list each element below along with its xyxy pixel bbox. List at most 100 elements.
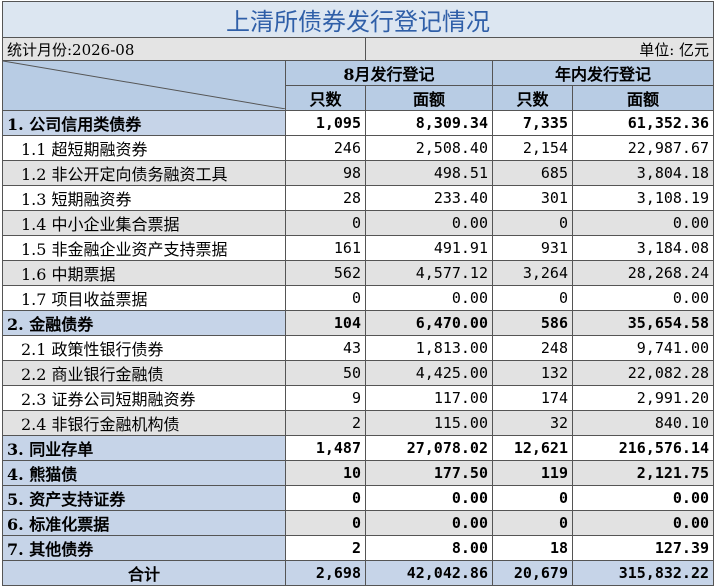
cell: 8.00 [365,535,493,561]
cell: 6,470.00 [365,310,493,336]
cell: 132 [492,360,573,386]
row-label: 1.6 中期票据 [2,260,286,286]
cell: 0 [285,210,366,236]
row-label: 5. 资产支持证券 [2,485,286,511]
group-header: 年内发行登记 [491,60,715,86]
cell: 0 [492,510,573,536]
row: 2.4 非银行金融机构债 2 115.00 32 840.10 [2,410,715,436]
col-header: 面额 [365,85,493,111]
row-label: 2.1 政策性银行债券 [2,335,286,361]
cell: 2 [285,535,366,561]
cell: 9,741.00 [571,335,715,361]
cell: 61,352.36 [571,110,715,136]
row: 1.7 项目收益票据 0 0.00 0 0.00 [2,285,715,311]
cell: 931 [492,235,573,261]
col-header: 只数 [492,85,573,111]
row: 1.3 短期融资券 28 233.40 301 3,108.19 [2,185,715,211]
corner [2,60,286,111]
cell: 315,832.22 [571,560,715,586]
cell: 216,576.14 [571,435,715,461]
period: 统计月份:2026-08 [2,37,366,61]
row: 合计 2,698 42,042.86 20,679 315,832.22 [2,560,715,586]
row: 7. 其他债券 2 8.00 18 127.39 [2,535,715,561]
cell: 177.50 [365,460,493,486]
cell: 2,991.20 [571,385,715,411]
cell: 117.00 [365,385,493,411]
cell: 7,335 [492,110,573,136]
row-label: 1.2 非公开定向债务融资工具 [2,160,286,186]
row-label: 2. 金融债券 [2,310,286,336]
col-header: 面额 [571,85,715,111]
cell: 0.00 [571,485,715,511]
cell: 0 [285,485,366,511]
cell: 0 [285,285,366,311]
cell: 301 [492,185,573,211]
cell: 0 [492,210,573,236]
row-label: 1.5 非金融企业资产支持票据 [2,235,286,261]
row: 1.6 中期票据 562 4,577.12 3,264 28,268.24 [2,260,715,286]
cell: 28 [285,185,366,211]
row-label: 1.7 项目收益票据 [2,285,286,311]
row: 3. 同业存单 1,487 27,078.02 12,621 216,576.14 [2,435,715,461]
group-header: 8月发行登记 [285,60,493,86]
cell: 4,425.00 [365,360,493,386]
cell: 10 [285,460,366,486]
cell: 0.00 [365,485,493,511]
cell: 174 [492,385,573,411]
cell: 3,804.18 [571,160,715,186]
row-label: 1.4 中小企业集合票据 [2,210,286,236]
cell: 27,078.02 [365,435,493,461]
cell: 3,264 [492,260,573,286]
cell: 586 [492,310,573,336]
cell: 42,042.86 [365,560,493,586]
cell: 0 [492,485,573,511]
cell: 2 [285,410,366,436]
cell: 2,508.40 [365,135,493,161]
row: 2. 金融债券 104 6,470.00 586 35,654.58 [2,310,715,336]
cell: 28,268.24 [571,260,715,286]
cell: 2,121.75 [571,460,715,486]
cell: 248 [492,335,573,361]
row-label: 6. 标准化票据 [2,510,286,536]
cell: 1,095 [285,110,366,136]
row-label: 2.3 证券公司短期融资券 [2,385,286,411]
row: 1.1 超短期融资券 246 2,508.40 2,154 22,987.67 [2,135,715,161]
cell: 9 [285,385,366,411]
cell: 498.51 [365,160,493,186]
cell: 119 [492,460,573,486]
cell: 35,654.58 [571,310,715,336]
row-label: 1.1 超短期融资券 [2,135,286,161]
cell: 115.00 [365,410,493,436]
row: 1. 公司信用类债券 1,095 8,309.34 7,335 61,352.36 [2,110,715,136]
cell: 18 [492,535,573,561]
row-label: 1.3 短期融资券 [2,185,286,211]
cell: 1,813.00 [365,335,493,361]
cell: 491.91 [365,235,493,261]
row: 1.4 中小企业集合票据 0 0.00 0 0.00 [2,210,715,236]
cell: 1,487 [285,435,366,461]
row: 4. 熊猫债 10 177.50 119 2,121.75 [2,460,715,486]
cell: 127.39 [571,535,715,561]
row: 1.2 非公开定向债务融资工具 98 498.51 685 3,804.18 [2,160,715,186]
col-header: 只数 [285,85,366,111]
row: 6. 标准化票据 0 0.00 0 0.00 [2,510,715,536]
cell: 840.10 [571,410,715,436]
cell: 104 [285,310,366,336]
cell: 0.00 [365,285,493,311]
row-label: 2.4 非银行金融机构债 [2,410,286,436]
row-label: 4. 熊猫债 [2,460,286,486]
cell: 0.00 [571,285,715,311]
cell: 0.00 [571,510,715,536]
row: 2.1 政策性银行债券 43 1,813.00 248 9,741.00 [2,335,715,361]
cell: 12,621 [492,435,573,461]
title: 上清所债券发行登记情况 [1,1,715,38]
row: 2.3 证券公司短期融资券 9 117.00 174 2,991.20 [2,385,715,411]
cell: 562 [285,260,366,286]
cell: 233.40 [365,185,493,211]
cell: 22,082.28 [571,360,715,386]
cell: 22,987.67 [571,135,715,161]
row-label: 合计 [2,560,286,586]
row-label: 1. 公司信用类债券 [2,110,286,136]
cell: 2,698 [285,560,366,586]
